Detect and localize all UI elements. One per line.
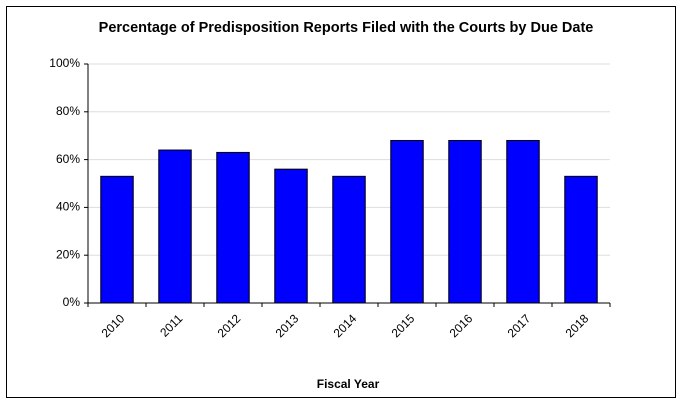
y-tick-label: 0% bbox=[63, 295, 81, 309]
bar bbox=[332, 175, 366, 304]
y-tick-label: 100% bbox=[49, 56, 80, 70]
y-tick-label: 60% bbox=[56, 152, 80, 166]
bar bbox=[506, 139, 540, 304]
bar bbox=[100, 175, 134, 304]
bar bbox=[158, 149, 192, 304]
bar bbox=[274, 168, 308, 304]
bar bbox=[390, 139, 424, 304]
bar bbox=[216, 151, 250, 304]
chart-title: Percentage of Predisposition Reports Fil… bbox=[99, 20, 594, 36]
y-tick-label: 20% bbox=[56, 247, 80, 261]
x-axis-title: Fiscal Year bbox=[317, 377, 380, 391]
bar bbox=[564, 175, 598, 304]
y-tick-label: 40% bbox=[56, 200, 80, 214]
y-tick-label: 80% bbox=[56, 104, 80, 118]
bar bbox=[448, 139, 482, 304]
